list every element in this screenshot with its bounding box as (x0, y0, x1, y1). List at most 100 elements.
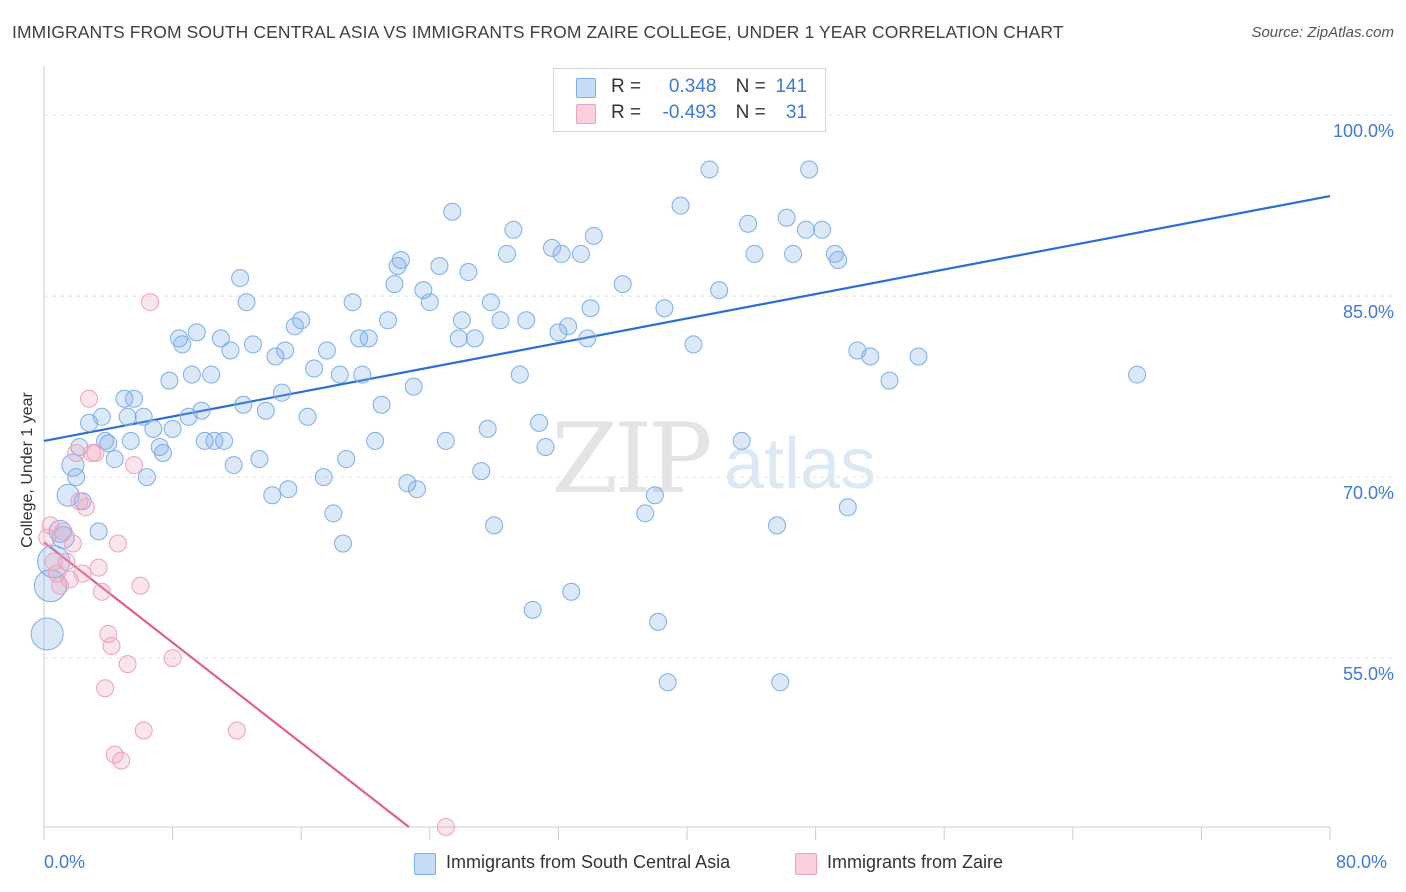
point-south-central-asia (472, 462, 491, 481)
point-south-central-asia (215, 431, 234, 450)
point-south-central-asia (829, 250, 848, 269)
point-zaire (112, 751, 131, 770)
watermark-zip: ZIP (551, 403, 710, 515)
trend-line-south-central-asia (43, 194, 1331, 443)
y-tick-label: 70.0% (1342, 483, 1394, 504)
x-tick-label-min: 0.0% (44, 852, 86, 872)
point-south-central-asia (838, 498, 857, 517)
point-south-central-asia (160, 371, 179, 390)
point-south-central-asia (407, 480, 426, 499)
point-south-central-asia (153, 444, 172, 462)
point-south-central-asia (337, 450, 356, 469)
point-zaire (163, 649, 182, 668)
point-south-central-asia (481, 293, 500, 312)
point-south-central-asia (292, 311, 311, 330)
point-south-central-asia (510, 365, 529, 384)
y-axis-label: College, Under 1 year (19, 392, 36, 548)
point-zaire (67, 444, 86, 462)
point-south-central-asia (385, 275, 404, 294)
point-south-central-asia (187, 323, 206, 342)
point-zaire (436, 818, 455, 836)
point-south-central-asia (880, 371, 899, 390)
point-south-central-asia (732, 431, 751, 450)
point-south-central-asia (121, 431, 140, 450)
axes (43, 66, 1331, 840)
point-zaire (76, 498, 95, 517)
point-south-central-asia (449, 329, 468, 348)
point-south-central-asia (784, 244, 803, 263)
point-zaire (92, 582, 111, 601)
point-south-central-asia (353, 365, 372, 384)
point-zaire (118, 655, 137, 674)
point-south-central-asia (195, 431, 214, 450)
point-south-central-asia (768, 516, 787, 535)
x-tick-label-max: 80.0% (1336, 852, 1388, 872)
point-south-central-asia (861, 347, 880, 366)
point-zaire (57, 552, 76, 571)
point-zaire (80, 389, 99, 408)
point-south-central-asia (398, 474, 417, 493)
legend-swatch-pink (576, 104, 596, 124)
point-south-central-asia (224, 456, 243, 475)
legend-r-value-2: -0.493 (662, 102, 717, 123)
point-zaire (73, 564, 92, 583)
point-south-central-asia (491, 311, 510, 330)
point-south-central-asia (266, 347, 285, 366)
bottom-legend-swatch-blue (414, 853, 436, 875)
point-south-central-asia (578, 329, 597, 348)
point-zaire (108, 534, 127, 553)
point-zaire (38, 528, 57, 547)
point-south-central-asia (700, 160, 719, 179)
point-south-central-asia (391, 250, 410, 269)
point-zaire (134, 721, 153, 740)
point-south-central-asia (30, 617, 64, 651)
point-south-central-asia (105, 450, 124, 469)
point-zaire (131, 576, 150, 595)
legend-r-label: R = (611, 102, 642, 123)
point-south-central-asia (243, 335, 262, 354)
point-south-central-asia (330, 365, 349, 384)
point-south-central-asia (562, 582, 581, 601)
point-south-central-asia (279, 480, 298, 499)
legend-r-label: R = (611, 76, 642, 97)
point-south-central-asia (205, 431, 224, 450)
point-south-central-asia (581, 299, 600, 318)
point-zaire (89, 558, 108, 577)
point-south-central-asia (163, 419, 182, 438)
point-south-central-asia (51, 525, 75, 549)
point-south-central-asia (137, 468, 156, 487)
point-south-central-asia (800, 160, 819, 179)
point-south-central-asia (739, 214, 758, 233)
point-south-central-asia (92, 407, 111, 426)
point-zaire (125, 456, 144, 475)
point-south-central-asia (314, 468, 333, 487)
point-south-central-asia (478, 419, 497, 438)
point-zaire (141, 293, 160, 312)
point-south-central-asia (96, 431, 115, 450)
point-south-central-asia (134, 407, 153, 426)
watermark: ZIP atlas (551, 403, 876, 515)
point-south-central-asia (272, 383, 291, 402)
point-south-central-asia (430, 257, 449, 275)
bottom-legend-label-blue: Immigrants from South Central Asia (446, 852, 731, 872)
point-south-central-asia (118, 407, 137, 426)
bottom-legend-label-pink: Immigrants from Zaire (827, 852, 1004, 872)
point-south-central-asia (523, 600, 542, 619)
point-zaire (51, 576, 70, 595)
point-south-central-asia (125, 389, 144, 408)
point-south-central-asia (584, 226, 603, 245)
point-south-central-asia (250, 450, 269, 469)
point-south-central-asia (343, 293, 362, 312)
point-south-central-asia (221, 341, 240, 360)
point-zaire (99, 624, 118, 643)
point-zaire (54, 522, 73, 541)
point-zaire (44, 552, 63, 571)
point-south-central-asia (366, 431, 385, 450)
point-south-central-asia (452, 311, 471, 330)
point-south-central-asia (549, 323, 568, 342)
point-south-central-asia (372, 395, 391, 414)
point-south-central-asia (192, 401, 211, 420)
legend-n-label: N = (735, 76, 766, 97)
point-south-central-asia (684, 335, 703, 354)
point-south-central-asia (745, 244, 764, 263)
